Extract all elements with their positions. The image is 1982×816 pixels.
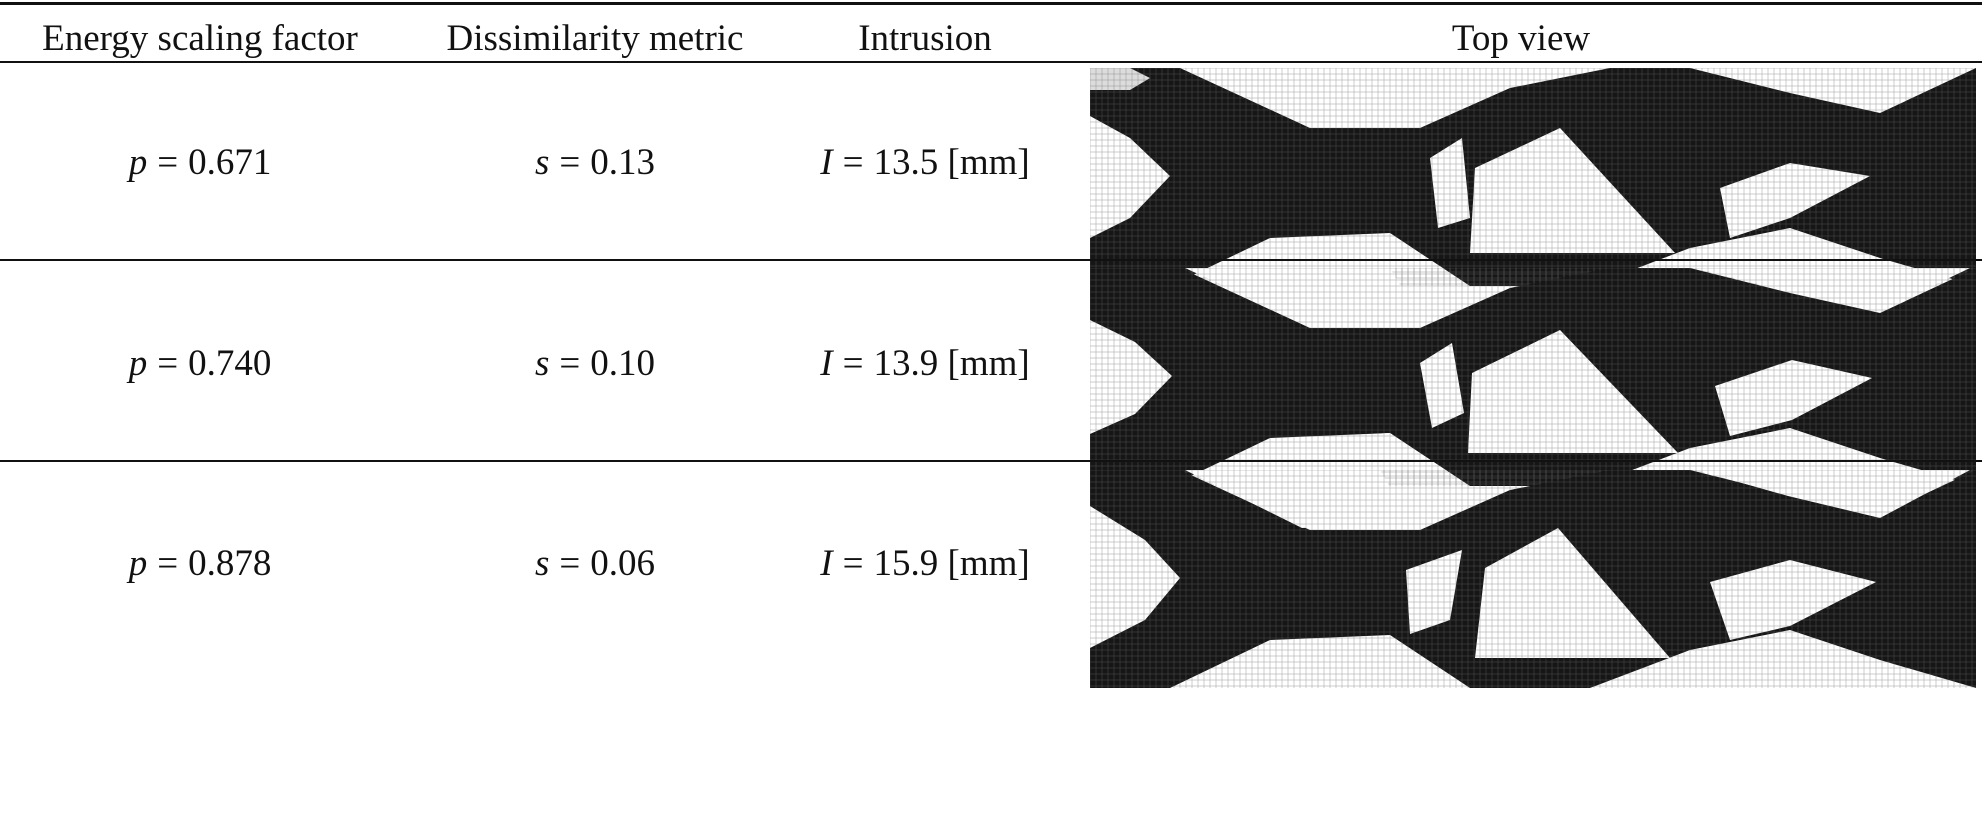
dissimilarity-variable: s <box>534 142 550 183</box>
energy-variable: p <box>128 142 148 183</box>
dissimilarity-value: 0.06 <box>590 543 656 584</box>
dissimilarity-variable: s <box>534 543 550 584</box>
top-view-structure-image <box>1090 268 1976 486</box>
energy-variable: p <box>128 343 148 384</box>
intrusion-variable: I <box>820 543 833 584</box>
energy-variable: p <box>128 543 148 584</box>
dissimilarity-metric-cell: s = 0.06 <box>534 543 656 584</box>
header-dissimilarity-metric: Dissimilarity metric <box>446 18 744 59</box>
dissimilarity-value: 0.10 <box>590 343 656 384</box>
intrusion-variable: I <box>820 142 833 183</box>
top-view-structure-image <box>1090 470 1976 688</box>
energy-scaling-factor-cell: p = 0.740 <box>128 343 272 384</box>
table-top-rule <box>0 2 1982 5</box>
top-view-structure-image <box>1090 68 1976 286</box>
header-rule <box>0 61 1982 63</box>
intrusion-value: 15.9 [mm] <box>873 543 1030 584</box>
header-top-view: Top view <box>1451 18 1591 59</box>
dissimilarity-variable: s <box>534 343 550 384</box>
intrusion-variable: I <box>820 343 833 384</box>
header-energy-scaling-factor: Energy scaling factor <box>42 18 358 59</box>
dissimilarity-metric-cell: s = 0.10 <box>534 343 656 384</box>
row-rule <box>0 460 1982 462</box>
row-rule <box>0 259 1982 261</box>
energy-value: 0.878 <box>188 543 272 584</box>
energy-value: 0.671 <box>188 142 272 183</box>
energy-scaling-factor-cell: p = 0.878 <box>128 543 272 584</box>
intrusion-cell: I = 15.9 [mm] <box>820 543 1030 584</box>
intrusion-value: 13.5 [mm] <box>873 142 1030 183</box>
intrusion-cell: I = 13.5 [mm] <box>820 142 1030 183</box>
header-intrusion: Intrusion <box>858 18 992 59</box>
energy-value: 0.740 <box>188 343 272 384</box>
intrusion-value: 13.9 [mm] <box>873 343 1030 384</box>
intrusion-cell: I = 13.9 [mm] <box>820 343 1030 384</box>
dissimilarity-value: 0.13 <box>590 142 656 183</box>
energy-scaling-factor-cell: p = 0.671 <box>128 142 272 183</box>
dissimilarity-metric-cell: s = 0.13 <box>534 142 656 183</box>
